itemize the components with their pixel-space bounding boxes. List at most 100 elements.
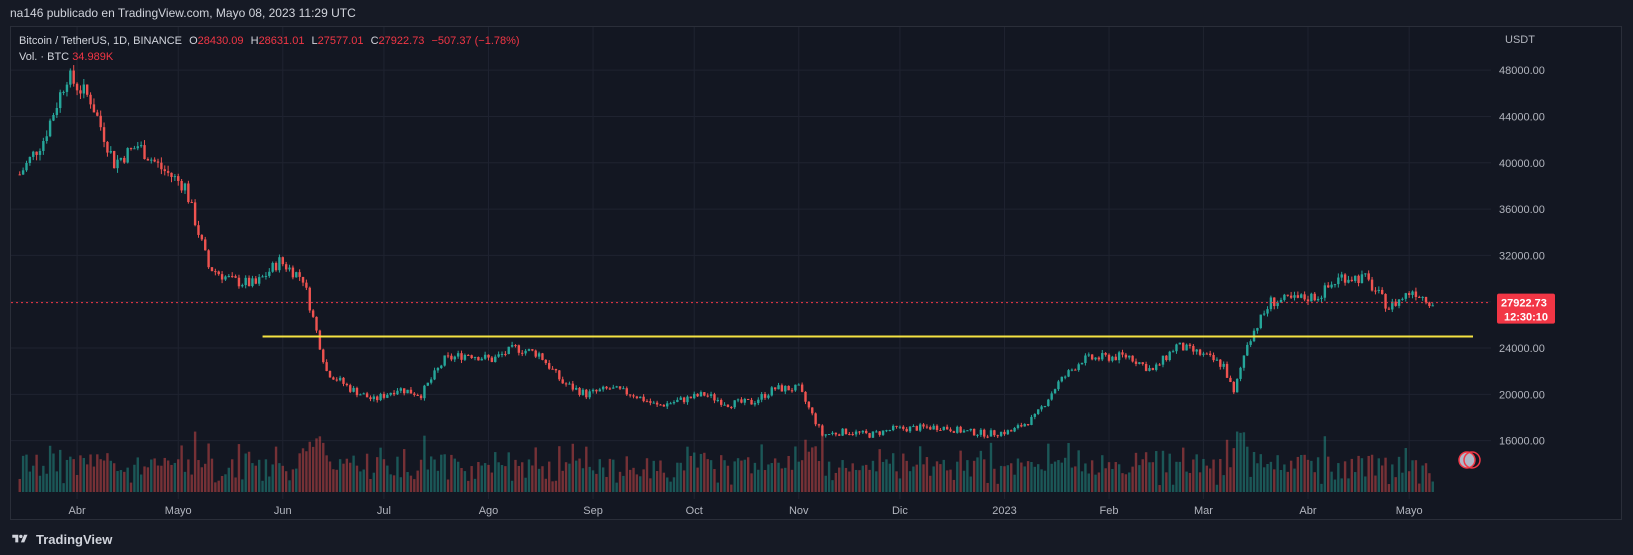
candle — [82, 79, 86, 99]
volume-bar — [682, 470, 686, 492]
candle — [450, 353, 453, 362]
candle — [1397, 298, 1401, 309]
volume-bar — [1370, 454, 1374, 492]
candle — [1350, 276, 1354, 282]
candle — [21, 167, 25, 175]
candle — [645, 399, 649, 403]
candle — [719, 398, 723, 407]
candlestick-chart[interactable]: 48000.00 44000.00 40000.00 36000.00 32000.00… — [11, 27, 1621, 519]
candle — [75, 82, 79, 96]
candle — [116, 155, 119, 173]
candle — [730, 406, 733, 410]
candle — [389, 392, 392, 397]
volume-bar — [217, 480, 220, 492]
candle — [713, 392, 716, 404]
candle — [1310, 292, 1313, 302]
volume-bar — [1208, 468, 1212, 492]
volume-bar — [483, 463, 487, 492]
volume-bar — [939, 464, 942, 492]
candle — [32, 150, 35, 161]
candle — [352, 385, 355, 393]
volume-bar — [544, 478, 548, 492]
volume-value: 34.989K — [72, 51, 114, 63]
candle — [1094, 357, 1097, 361]
volume-bar — [1090, 460, 1094, 492]
candle — [689, 396, 693, 399]
volume-bar — [261, 480, 264, 492]
volume-bar — [595, 473, 598, 492]
x-tick-label: Abr — [69, 505, 86, 517]
candle — [1006, 429, 1010, 436]
candle — [1013, 426, 1016, 433]
candle — [406, 389, 409, 394]
candle — [1286, 294, 1289, 297]
chart-frame[interactable]: 48000.00 44000.00 40000.00 36000.00 32000.00… — [10, 26, 1622, 520]
candle — [908, 426, 912, 434]
candle — [487, 354, 490, 361]
volume-bar — [409, 475, 413, 492]
volume-bar — [709, 460, 713, 492]
volume-bar — [85, 464, 89, 492]
volume-bar — [517, 465, 521, 492]
candle — [521, 349, 524, 357]
candle — [1208, 350, 1212, 357]
volume-bar — [1094, 474, 1097, 492]
volume-bar — [376, 457, 379, 492]
candle — [1246, 342, 1249, 357]
x-tick-label: Jun — [274, 505, 292, 517]
volume-bar — [28, 471, 32, 492]
volume-bar — [679, 462, 682, 492]
candle — [1219, 359, 1222, 370]
volume-bar — [1063, 457, 1067, 492]
candle — [878, 431, 881, 437]
candle — [763, 391, 767, 400]
candle — [746, 398, 750, 400]
volume-bar — [1259, 454, 1262, 492]
volume-bar — [1421, 465, 1424, 492]
volume-bar — [308, 441, 311, 492]
volume-bar — [328, 461, 332, 492]
tradingview-footer[interactable]: TradingView — [10, 528, 112, 550]
volume-bar — [497, 462, 500, 492]
volume-bar — [770, 463, 773, 492]
volume-bar — [578, 458, 581, 492]
volume-bar — [817, 461, 821, 492]
volume-bar — [1235, 431, 1239, 492]
candle — [460, 350, 463, 364]
volume-bar — [878, 449, 881, 492]
candle — [1111, 355, 1114, 363]
candle — [1202, 351, 1205, 357]
volume-bar — [925, 457, 929, 492]
candle — [379, 392, 382, 402]
volume-bar — [1057, 460, 1060, 492]
candle — [1063, 375, 1067, 380]
candle — [177, 173, 180, 186]
volume-bar — [861, 465, 865, 492]
candle — [1036, 409, 1040, 416]
candle — [187, 180, 190, 204]
volume-bar — [32, 465, 35, 492]
volume-bar — [332, 469, 335, 492]
volume-bar — [1036, 464, 1040, 492]
candle — [251, 275, 254, 288]
candle — [585, 388, 588, 400]
open-value: 28430.09 — [197, 35, 244, 47]
volume-bar — [1178, 461, 1182, 492]
candle — [1364, 273, 1367, 277]
volume-bar — [1225, 439, 1229, 492]
candle — [1431, 302, 1434, 307]
volume-bar — [48, 445, 52, 492]
candle — [224, 275, 227, 281]
volume-bar — [1117, 464, 1121, 492]
flag-icon[interactable] — [1458, 451, 1481, 469]
candle — [844, 428, 848, 435]
volume-bar — [460, 468, 463, 492]
volume-bar — [881, 461, 885, 492]
volume-bar — [163, 457, 166, 492]
volume-bar — [1431, 481, 1434, 492]
volume-bar — [686, 446, 689, 492]
chart-legend: Bitcoin / TetherUS, 1D, BINANCE O28430.0… — [19, 33, 520, 65]
volume-bar — [588, 466, 591, 492]
candle — [669, 401, 672, 405]
volume-bar — [288, 480, 291, 492]
